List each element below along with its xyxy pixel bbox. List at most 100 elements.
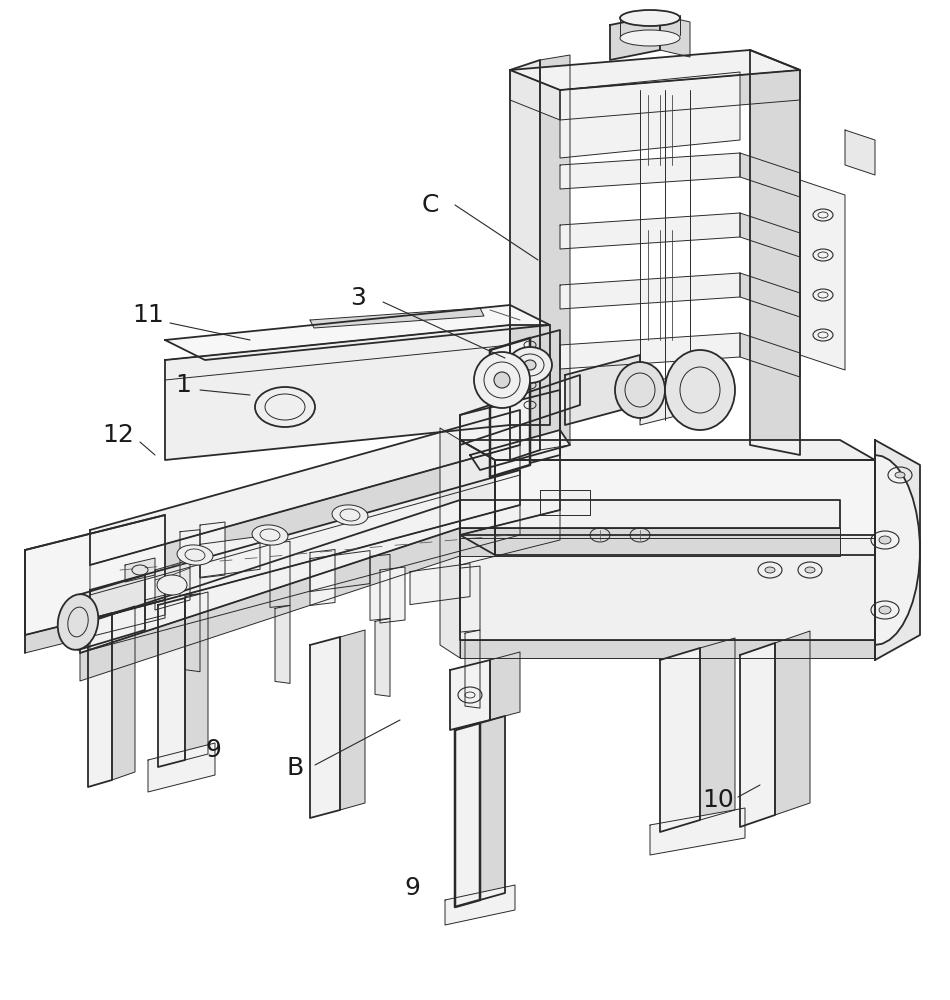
Ellipse shape [620,30,680,46]
Polygon shape [565,355,640,425]
Polygon shape [540,55,570,450]
Polygon shape [450,660,490,730]
Polygon shape [88,613,112,787]
Text: 3: 3 [350,286,366,310]
Polygon shape [460,640,875,658]
Polygon shape [445,885,515,925]
Ellipse shape [765,567,775,573]
Polygon shape [90,410,520,565]
Polygon shape [480,716,505,900]
Polygon shape [495,460,875,555]
Ellipse shape [615,362,665,418]
Polygon shape [158,598,185,767]
Text: B: B [286,756,304,780]
Ellipse shape [620,10,680,26]
Polygon shape [112,606,135,780]
Polygon shape [490,338,530,477]
Ellipse shape [895,472,905,478]
Polygon shape [740,643,775,827]
Ellipse shape [508,347,552,383]
Polygon shape [148,743,215,792]
Polygon shape [460,500,840,528]
Polygon shape [700,638,735,820]
Ellipse shape [474,352,530,408]
Polygon shape [185,594,200,672]
Polygon shape [80,528,460,681]
Text: 9: 9 [205,738,221,762]
Polygon shape [740,153,800,197]
Polygon shape [165,325,510,460]
Polygon shape [80,500,460,653]
Polygon shape [370,554,390,620]
Text: 12: 12 [102,423,134,447]
Polygon shape [270,541,290,607]
Polygon shape [845,130,875,175]
Polygon shape [560,70,800,120]
Polygon shape [460,375,580,445]
Polygon shape [125,558,155,582]
Polygon shape [460,440,495,555]
Polygon shape [510,50,800,90]
Polygon shape [380,567,405,623]
Polygon shape [78,575,145,650]
Polygon shape [660,648,700,832]
Ellipse shape [332,505,368,525]
Polygon shape [455,723,480,907]
Polygon shape [165,305,550,360]
Ellipse shape [879,536,891,544]
Polygon shape [560,153,740,189]
Polygon shape [90,470,520,620]
Polygon shape [740,273,800,317]
Polygon shape [490,652,520,720]
Ellipse shape [879,606,891,614]
Polygon shape [560,273,740,309]
Polygon shape [200,536,260,577]
Polygon shape [740,213,800,257]
Polygon shape [460,510,560,565]
Polygon shape [440,428,460,658]
Text: C: C [421,193,439,217]
Ellipse shape [494,372,510,388]
Polygon shape [650,808,745,855]
Polygon shape [410,564,470,605]
Text: 1: 1 [175,373,191,397]
Ellipse shape [157,575,187,595]
Polygon shape [90,505,520,650]
Polygon shape [460,528,840,556]
Polygon shape [375,618,390,696]
Polygon shape [510,70,560,120]
Polygon shape [510,60,540,460]
Polygon shape [145,595,165,620]
Polygon shape [185,592,208,760]
Polygon shape [460,535,875,640]
Polygon shape [155,560,190,610]
Polygon shape [25,600,165,653]
Polygon shape [875,440,920,660]
Polygon shape [460,440,875,460]
Ellipse shape [252,525,288,545]
Ellipse shape [58,594,98,650]
Polygon shape [180,530,200,596]
Polygon shape [275,605,290,683]
Ellipse shape [665,350,735,430]
Polygon shape [25,515,165,635]
Ellipse shape [177,545,213,565]
Polygon shape [560,333,740,369]
Ellipse shape [805,567,815,573]
Polygon shape [310,551,370,592]
Polygon shape [200,522,225,578]
Polygon shape [510,325,550,425]
Text: 10: 10 [702,788,733,812]
Polygon shape [470,430,570,470]
Polygon shape [460,390,560,535]
Polygon shape [310,637,340,818]
Polygon shape [460,566,480,632]
Text: 11: 11 [132,303,163,327]
Polygon shape [875,440,920,660]
Polygon shape [310,550,335,605]
Ellipse shape [524,360,536,370]
Text: 9: 9 [404,876,420,900]
Polygon shape [560,213,740,249]
Polygon shape [640,370,700,425]
Polygon shape [540,490,590,515]
